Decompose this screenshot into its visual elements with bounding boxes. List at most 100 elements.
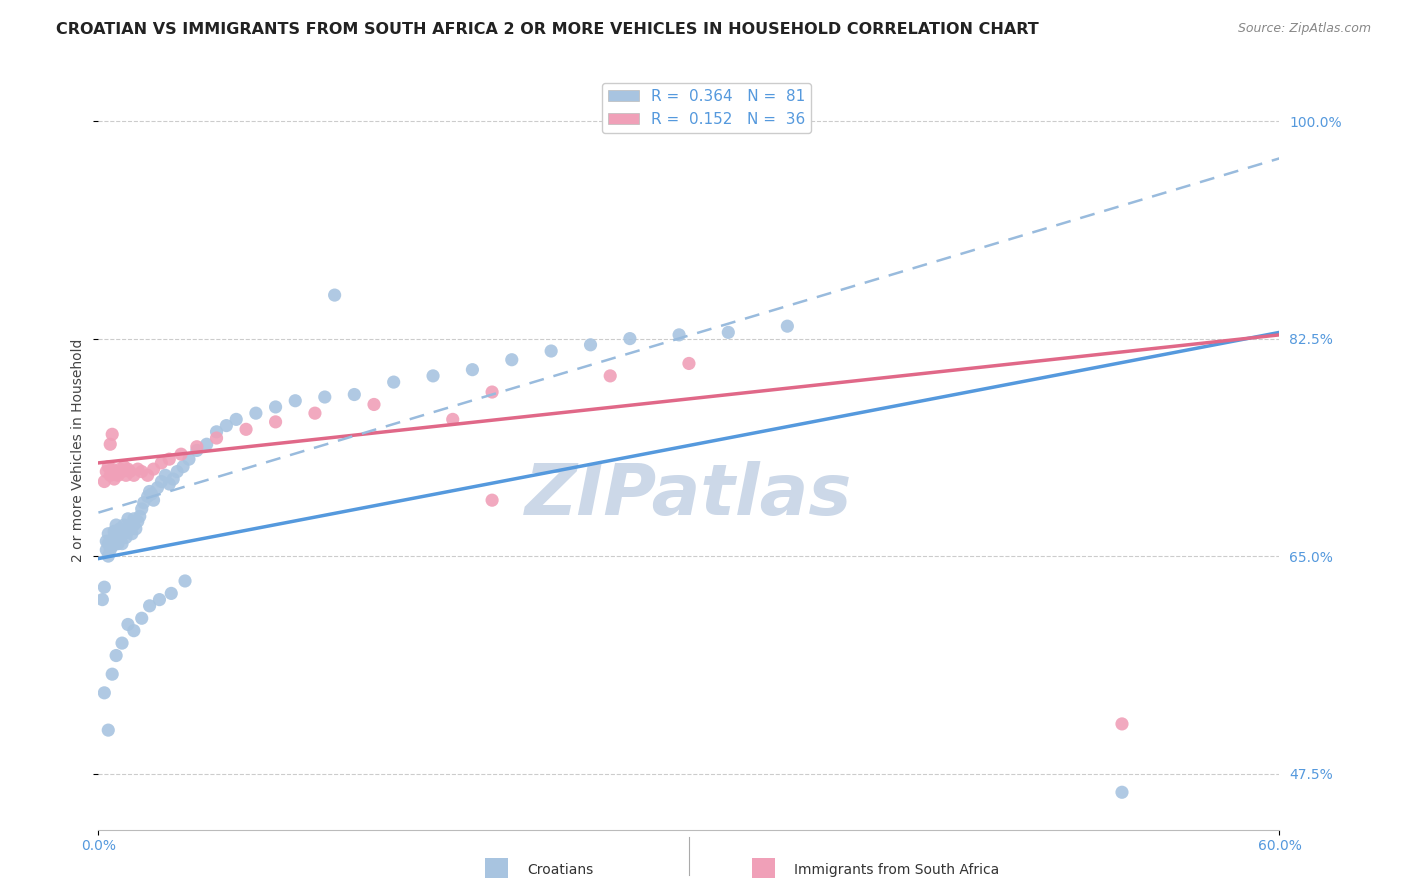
Point: [174, 574, 197, 588]
Text: CROATIAN VS IMMIGRANTS FROM SOUTH AFRICA 2 OR MORE VEHICLES IN HOUSEHOLD CORRELA: CROATIAN VS IMMIGRANTS FROM SOUTH AFRICA…: [56, 22, 1039, 37]
Point: [304, 406, 326, 420]
Point: [117, 617, 139, 632]
Point: [186, 440, 208, 454]
Point: [668, 327, 690, 342]
Point: [122, 624, 145, 638]
Text: Source: ZipAtlas.com: Source: ZipAtlas.com: [1237, 22, 1371, 36]
Point: [97, 459, 120, 474]
Point: [441, 412, 464, 426]
Point: [215, 418, 238, 433]
Point: [162, 472, 184, 486]
Point: [195, 437, 218, 451]
Point: [127, 462, 149, 476]
Point: [111, 537, 134, 551]
Point: [128, 509, 150, 524]
Point: [97, 549, 120, 563]
Point: [599, 368, 621, 383]
Point: [776, 319, 799, 334]
Point: [96, 542, 118, 557]
Point: [1111, 717, 1133, 731]
Point: [107, 537, 129, 551]
Point: [540, 344, 562, 359]
Point: [112, 459, 135, 474]
Point: [678, 356, 700, 370]
Point: [98, 437, 121, 451]
Point: [118, 522, 141, 536]
Point: [264, 400, 287, 414]
Y-axis label: 2 or more Vehicles in Household: 2 or more Vehicles in Household: [72, 339, 86, 562]
Point: [101, 462, 124, 476]
Point: [170, 447, 193, 461]
Point: [323, 288, 346, 302]
Point: [97, 537, 120, 551]
Legend: R =  0.364   N =  81, R =  0.152   N =  36: R = 0.364 N = 81, R = 0.152 N = 36: [602, 83, 811, 133]
Point: [112, 526, 135, 541]
Point: [172, 459, 194, 474]
Point: [101, 533, 124, 547]
Point: [103, 472, 125, 486]
Point: [150, 475, 173, 489]
Point: [132, 496, 155, 510]
Point: [142, 462, 165, 476]
Point: [619, 332, 641, 346]
Point: [141, 487, 163, 501]
Point: [115, 468, 138, 483]
Point: [131, 611, 153, 625]
Point: [93, 686, 115, 700]
Point: [98, 468, 121, 483]
Point: [157, 477, 180, 491]
Point: [96, 534, 118, 549]
Point: [186, 443, 208, 458]
Point: [122, 512, 145, 526]
Point: [122, 468, 145, 483]
Point: [93, 475, 115, 489]
Point: [131, 465, 153, 479]
Point: [481, 385, 503, 400]
Point: [97, 723, 120, 738]
Point: [343, 387, 366, 401]
Point: [264, 415, 287, 429]
Point: [108, 531, 131, 545]
Point: [108, 522, 131, 536]
Point: [97, 526, 120, 541]
Point: [122, 518, 145, 533]
Point: [146, 481, 169, 495]
Point: [98, 542, 121, 557]
Point: [142, 493, 165, 508]
Point: [105, 537, 128, 551]
Point: [235, 422, 257, 436]
Point: [501, 352, 523, 367]
Point: [108, 462, 131, 476]
Point: [160, 586, 183, 600]
Text: Croatians: Croatians: [527, 863, 593, 877]
Point: [118, 465, 141, 479]
Point: [125, 522, 148, 536]
Point: [148, 592, 170, 607]
Text: ZIPatlas: ZIPatlas: [526, 461, 852, 531]
Point: [101, 427, 124, 442]
Point: [382, 375, 405, 389]
Point: [121, 526, 143, 541]
Point: [136, 468, 159, 483]
Point: [105, 518, 128, 533]
Point: [461, 362, 484, 376]
Point: [138, 599, 160, 613]
Point: [205, 431, 228, 445]
Point: [481, 493, 503, 508]
Point: [103, 524, 125, 539]
Point: [136, 490, 159, 504]
Text: Immigrants from South Africa: Immigrants from South Africa: [794, 863, 1000, 877]
Point: [91, 592, 114, 607]
Point: [314, 390, 336, 404]
Point: [107, 468, 129, 483]
Point: [117, 512, 139, 526]
Point: [245, 406, 267, 420]
Point: [155, 468, 177, 483]
Point: [225, 412, 247, 426]
Point: [422, 368, 444, 383]
Point: [157, 452, 180, 467]
Point: [105, 648, 128, 663]
Point: [96, 465, 118, 479]
Point: [717, 326, 740, 340]
Point: [111, 524, 134, 539]
